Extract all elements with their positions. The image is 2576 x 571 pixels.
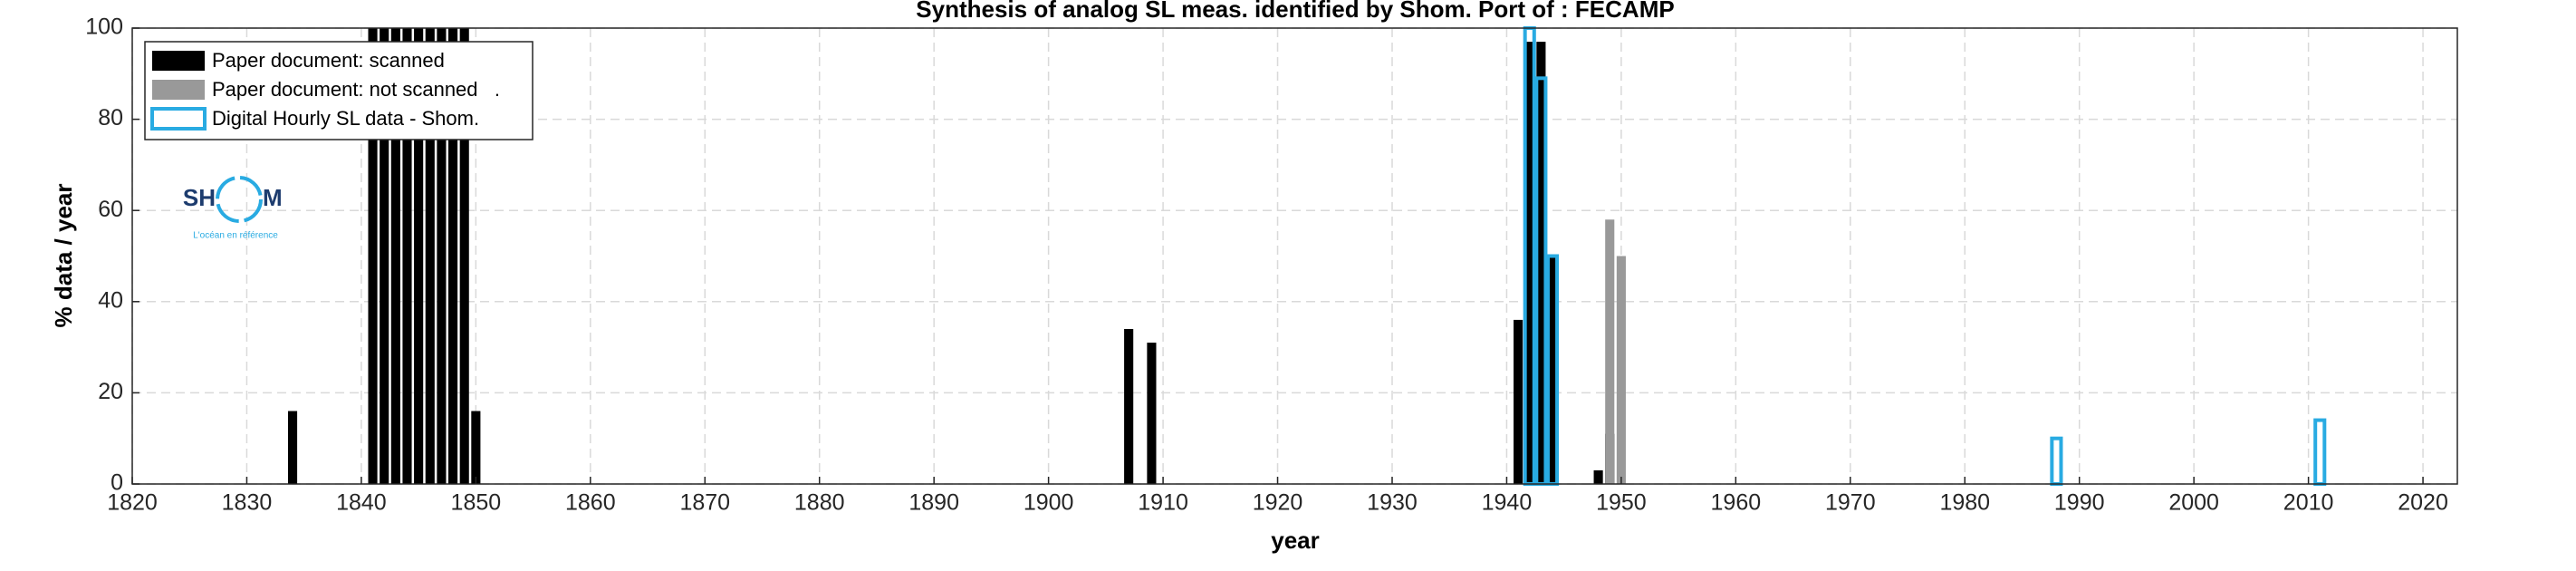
x-tick-label: 1830 [222, 490, 273, 516]
chart-title: Synthesis of analog SL meas. identified … [916, 0, 1674, 23]
bar [2313, 418, 2327, 486]
bars [287, 26, 2327, 487]
logo-text: SH [183, 184, 216, 211]
bar [380, 28, 389, 484]
bar [471, 411, 481, 484]
legend-box [144, 41, 533, 140]
legend-swatch [152, 51, 205, 71]
legend-label: Paper document: scanned [212, 49, 445, 72]
x-tick-label: 1880 [794, 490, 845, 516]
x-tick-label: 1890 [908, 490, 959, 516]
x-axis-label: year [1271, 527, 1320, 554]
bar [1547, 256, 1558, 484]
legend-label: Paper document: not scanned . [212, 78, 500, 101]
plot-frame [131, 27, 2458, 485]
bar [1616, 256, 1626, 484]
x-tick-label: 1960 [1711, 490, 1762, 516]
x-tick-label: 1850 [451, 490, 502, 516]
bar [1124, 328, 1134, 484]
legend-swatch [152, 80, 205, 100]
logo: SH M L'océan en référence [183, 176, 283, 241]
x-tick-label: 2010 [2283, 490, 2334, 516]
bar [1536, 42, 1546, 485]
grid [131, 27, 2457, 485]
legend-label: Digital Hourly SL data - Shom. [212, 107, 479, 130]
y-tick-label: 20 [98, 379, 123, 404]
bar [425, 28, 435, 484]
bar [414, 28, 424, 484]
bar [402, 28, 412, 484]
x-tick-label: 1940 [1482, 490, 1533, 516]
bar [459, 28, 469, 484]
bar [1524, 42, 1534, 485]
bar [437, 28, 447, 484]
legend: Paper document: scanned Paper document: n… [144, 41, 533, 140]
x-tick-label: 1980 [1939, 490, 1990, 516]
x-tick-label: 1970 [1825, 490, 1876, 516]
x-tick-label: 1840 [336, 490, 387, 516]
legend-swatch [150, 107, 207, 131]
x-tick-label: 2020 [2398, 490, 2448, 516]
logo-ring [216, 176, 263, 223]
bar [390, 28, 400, 484]
x-tick-label: 2000 [2168, 490, 2219, 516]
x-tick-label: 1910 [1138, 490, 1188, 516]
bar [448, 28, 458, 484]
bar [1147, 343, 1157, 484]
y-axis-label: % data / year [50, 184, 77, 328]
y-tick-label: 80 [98, 105, 123, 131]
x-tick-label: 1870 [679, 490, 730, 516]
x-tick-label: 1820 [107, 490, 158, 516]
y-tick-label: 100 [85, 15, 123, 40]
x-tick-label: 1860 [565, 490, 616, 516]
x-tick-label: 1900 [1024, 490, 1074, 516]
y-tick-label: 60 [98, 197, 123, 222]
x-tick-label: 1920 [1253, 490, 1303, 516]
x-tick-label: 1930 [1367, 490, 1418, 516]
x-tick-label: 1990 [2054, 490, 2105, 516]
bar [1514, 319, 1523, 484]
logo-tagline: L'océan en référence [193, 231, 278, 241]
bar [287, 411, 298, 484]
logo-text: M [263, 184, 283, 211]
bar [1605, 219, 1615, 484]
bar [1593, 469, 1603, 484]
y-tick-label: 40 [98, 287, 123, 313]
y-tick-label: 0 [111, 470, 123, 496]
x-tick-label: 1950 [1596, 490, 1647, 516]
bar [2050, 436, 2063, 487]
bar [368, 28, 378, 484]
